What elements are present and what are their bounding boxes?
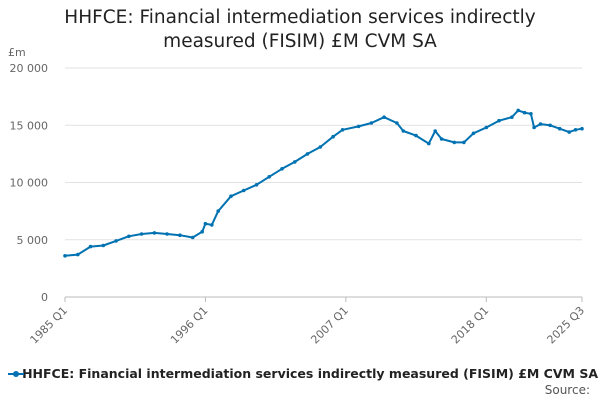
- data-point: [101, 243, 106, 248]
- y-axis-label: £m: [8, 46, 26, 59]
- y-tick-label: 5 000: [17, 234, 49, 247]
- data-point: [548, 123, 552, 128]
- legend: HHFCE: Financial intermediation services…: [8, 366, 598, 381]
- chart-title: HHFCE: Financial intermediation services…: [64, 7, 536, 52]
- source-label: Source:: [544, 383, 590, 397]
- data-point: [331, 134, 335, 139]
- data-point: [567, 130, 571, 134]
- data-point: [229, 194, 233, 198]
- data-point: [127, 234, 131, 239]
- data-point: [427, 141, 431, 146]
- axes: £m 0 5 000 10 000 15 000 20 000 1985 Q1 1996 Q1…: [8, 46, 587, 346]
- x-tick-label: 2025 Q3: [545, 304, 588, 347]
- data-point: [63, 254, 67, 258]
- data-point: [152, 231, 157, 235]
- data-point: [510, 115, 514, 119]
- data-point: [471, 131, 476, 136]
- data-point: [439, 137, 444, 141]
- data-point: [241, 188, 246, 193]
- data-point: [280, 167, 284, 171]
- data-point: [452, 140, 457, 145]
- data-point: [267, 175, 272, 179]
- data-point: [573, 128, 578, 132]
- data-point: [462, 140, 466, 145]
- data-point: [139, 232, 144, 236]
- y-tick-label: 0: [41, 291, 48, 304]
- data-point: [538, 122, 543, 126]
- data-point: [305, 152, 310, 156]
- legend-label: HHFCE: Financial intermediation services…: [22, 366, 598, 381]
- data-point: [114, 239, 118, 243]
- data-point: [557, 126, 562, 131]
- data-point: [532, 125, 536, 130]
- data-point: [178, 233, 182, 237]
- data-point: [529, 112, 533, 116]
- x-tick-label: 2007 Q1: [308, 304, 351, 347]
- data-point: [340, 128, 345, 132]
- y-tick-label: 15 000: [10, 119, 49, 132]
- data-point: [516, 108, 520, 113]
- data-point: [369, 121, 374, 125]
- data-point: [203, 221, 208, 226]
- data-point: [210, 223, 214, 227]
- grid-lines: [65, 67, 582, 241]
- data-point: [216, 209, 220, 213]
- data-point: [318, 145, 323, 149]
- data-point: [414, 133, 418, 138]
- data-point: [580, 126, 584, 131]
- data-point: [401, 129, 406, 133]
- data-point: [190, 235, 195, 240]
- y-tick-label: 20 000: [10, 62, 49, 75]
- data-point: [200, 229, 204, 234]
- x-tick-label: 2018 Q1: [449, 304, 492, 347]
- data-point: [497, 118, 501, 123]
- x-tick-label: 1996 Q1: [168, 304, 211, 347]
- data-point: [522, 110, 527, 115]
- data-point: [356, 124, 361, 129]
- y-tick-label: 10 000: [10, 177, 49, 190]
- data-point: [88, 244, 93, 249]
- data-point: [382, 115, 386, 119]
- data-point: [395, 121, 399, 125]
- data-point: [293, 160, 297, 164]
- data-point: [254, 183, 259, 187]
- x-tick-label: 1985 Q1: [28, 304, 71, 347]
- data-point: [484, 125, 489, 130]
- series-group: [63, 108, 584, 258]
- data-point: [76, 252, 80, 257]
- data-point: [165, 232, 169, 236]
- legend-swatch: [8, 369, 24, 379]
- data-point: [433, 129, 438, 133]
